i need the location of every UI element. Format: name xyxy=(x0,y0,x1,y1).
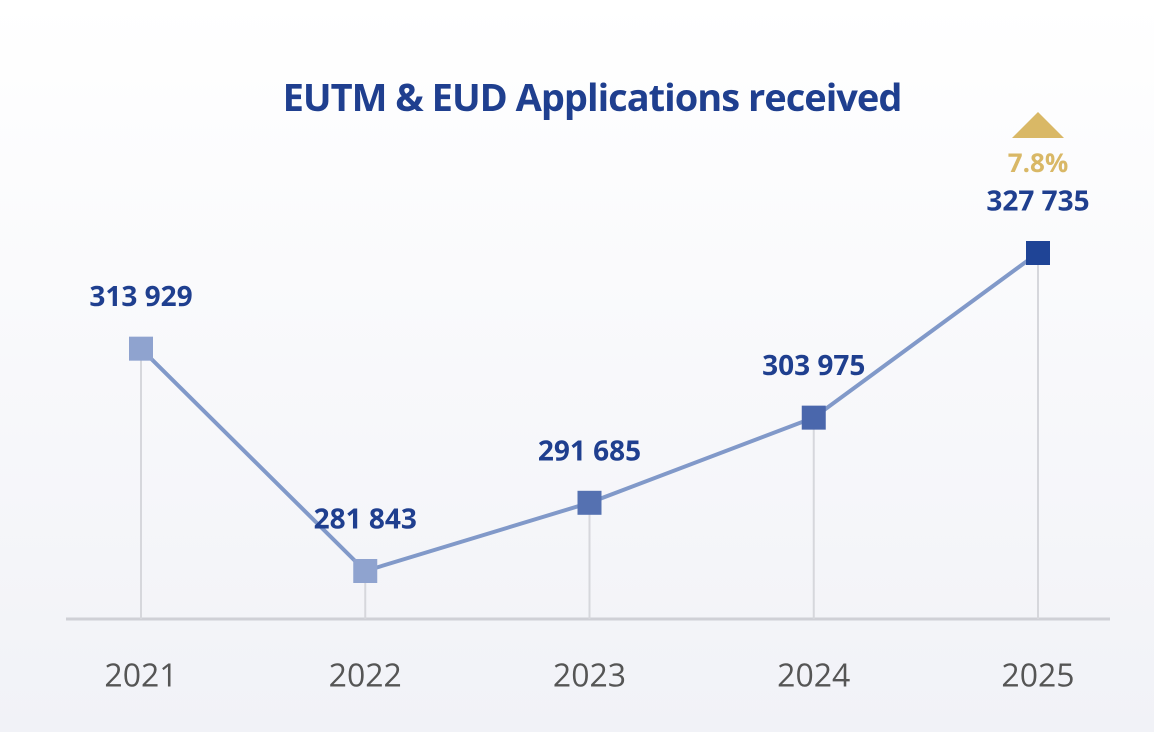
marker xyxy=(129,336,153,361)
value-label: 313 929 xyxy=(89,277,192,315)
up-triangle xyxy=(1012,112,1064,138)
x-tick-label: 2025 xyxy=(1001,654,1074,697)
x-tick-label: 2022 xyxy=(329,654,402,697)
x-tick-label: 2023 xyxy=(553,654,626,697)
value-label: 281 843 xyxy=(314,499,417,537)
x-tick-label: 2024 xyxy=(777,654,850,697)
value-label: 327 735 xyxy=(986,181,1089,219)
marker xyxy=(1026,241,1050,265)
chart-title: EUTM & EUD Applications received xyxy=(283,71,902,123)
annotation: 7.8% xyxy=(1008,144,1069,180)
x-tick-label: 2021 xyxy=(104,654,177,697)
marker xyxy=(801,405,826,430)
marker xyxy=(577,490,602,515)
value-label: 291 685 xyxy=(538,431,641,469)
value-label: 303 975 xyxy=(762,346,865,384)
marker xyxy=(353,559,378,583)
